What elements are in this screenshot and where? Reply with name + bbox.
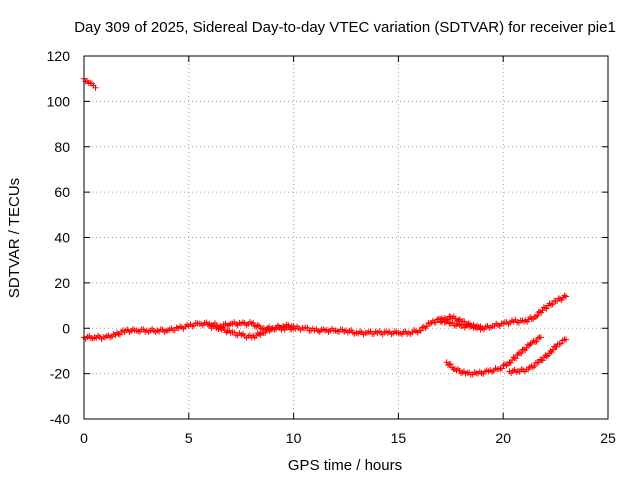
data-point-marker	[530, 337, 537, 344]
data-point-marker	[503, 362, 510, 369]
data-point-marker	[563, 336, 570, 343]
data-point-marker	[290, 322, 297, 329]
data-point-marker	[535, 309, 542, 316]
grid-lines	[84, 56, 608, 419]
x-tick-label: 10	[286, 430, 302, 446]
y-tick-label: -40	[50, 411, 70, 427]
data-point-marker	[254, 322, 261, 329]
y-tick-label: 100	[47, 93, 71, 109]
data-point-marker	[553, 344, 560, 351]
data-point-marker	[534, 312, 541, 319]
x-tick-label: 20	[495, 430, 511, 446]
data-point-marker	[549, 346, 556, 353]
data-point-marker	[534, 335, 541, 342]
data-point-marker	[257, 326, 264, 333]
data-point-marker	[523, 344, 530, 351]
chart-title: Day 309 of 2025, Sidereal Day-to-day VTE…	[74, 19, 616, 36]
data-point-marker	[561, 292, 568, 299]
y-tick-label: 120	[47, 48, 71, 64]
data-point-marker	[419, 324, 426, 331]
data-point-marker	[520, 346, 527, 353]
data-point-marker	[456, 367, 463, 374]
data-point-marker	[262, 329, 269, 336]
data-point-marker	[116, 331, 123, 338]
data-point-marker	[250, 319, 257, 326]
data-point-marker	[444, 316, 451, 323]
y-tick-label: -20	[50, 366, 70, 382]
data-point-marker	[533, 338, 540, 345]
x-tick-label: 15	[391, 430, 407, 446]
data-point-marker	[417, 327, 424, 334]
y-tick-label: 20	[54, 275, 70, 291]
y-tick-label: 80	[54, 139, 70, 155]
data-point-marker	[92, 84, 99, 91]
data-point-marker	[527, 341, 534, 348]
y-axis-ticks: -40 -20 0 20 40 60 80 100 120	[47, 48, 608, 427]
data-point-marker	[549, 301, 556, 308]
data-point-marker	[420, 323, 427, 330]
data-point-marker	[510, 354, 517, 361]
x-tick-label: 25	[600, 430, 616, 446]
data-point-marker	[537, 334, 544, 341]
data-point-marker	[522, 317, 529, 324]
data-point-marker	[539, 307, 546, 314]
data-point-marker	[507, 359, 514, 366]
data-point-marker	[266, 327, 273, 334]
data-point-marker	[455, 317, 462, 324]
data-point-marker	[221, 326, 228, 333]
data-point-marker	[529, 364, 536, 371]
data-point-marker	[531, 339, 538, 346]
x-axis-label: GPS time / hours	[288, 457, 402, 474]
data-point-marker	[539, 357, 546, 364]
y-tick-label: 60	[54, 184, 70, 200]
data-point-marker	[563, 293, 570, 300]
data-point-marker	[461, 318, 468, 325]
data-point-marker	[557, 295, 564, 302]
data-point-marker	[536, 308, 543, 315]
data-point-marker	[452, 315, 459, 322]
data-point-marker	[479, 325, 486, 332]
data-point-marker	[224, 328, 231, 335]
data-point-marker	[459, 369, 466, 376]
data-point-marker	[438, 319, 445, 326]
data-point-marker	[518, 350, 525, 357]
y-axis-label: SDTVAR / TECUs	[6, 178, 23, 298]
x-tick-label: 5	[185, 430, 193, 446]
data-point-marker	[558, 340, 565, 347]
data-point-marker	[256, 330, 263, 337]
data-point-marker	[526, 342, 533, 349]
data-point-marker	[546, 300, 553, 307]
data-point-marker	[465, 320, 472, 327]
data-point-marker	[531, 363, 538, 370]
data-point-marker	[548, 301, 555, 308]
data-points	[81, 75, 570, 378]
data-point-marker	[524, 341, 531, 348]
data-point-marker	[513, 355, 520, 362]
data-point-marker	[543, 353, 550, 360]
data-point-marker	[499, 365, 506, 372]
data-point-marker	[432, 319, 439, 326]
x-tick-label: 0	[80, 430, 88, 446]
data-point-marker	[426, 320, 433, 327]
data-point-marker	[537, 356, 544, 363]
data-point-marker	[532, 313, 539, 320]
y-tick-label: 0	[62, 320, 70, 336]
data-point-marker	[543, 305, 550, 312]
y-tick-label: 40	[54, 230, 70, 246]
data-point-marker	[445, 362, 452, 369]
x-axis-ticks: 0 5 10 15 20 25	[80, 56, 616, 446]
data-point-marker	[447, 361, 454, 368]
data-point-marker	[519, 346, 526, 353]
